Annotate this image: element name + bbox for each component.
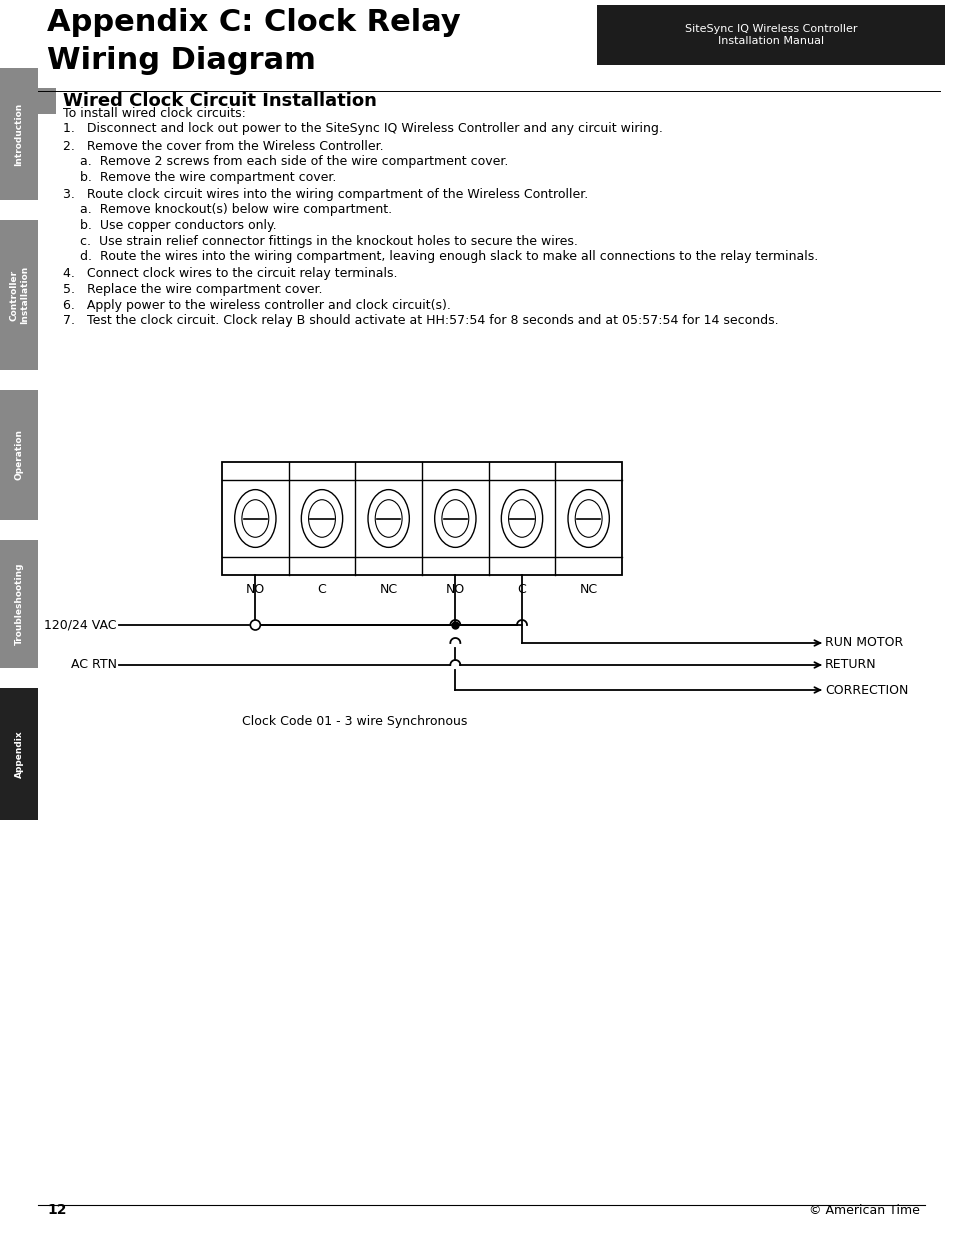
Text: Clock Code 01 - 3 wire Synchronous: Clock Code 01 - 3 wire Synchronous bbox=[242, 715, 467, 727]
Ellipse shape bbox=[435, 489, 476, 547]
Text: © American Time: © American Time bbox=[808, 1204, 919, 1216]
Text: NC: NC bbox=[579, 583, 598, 597]
Text: 6.   Apply power to the wireless controller and clock circuit(s).: 6. Apply power to the wireless controlle… bbox=[63, 299, 451, 311]
Text: SiteSync IQ Wireless Controller
Installation Manual: SiteSync IQ Wireless Controller Installa… bbox=[684, 25, 857, 46]
Text: C: C bbox=[517, 583, 526, 597]
Text: Controller
Installation: Controller Installation bbox=[10, 266, 29, 324]
Ellipse shape bbox=[234, 489, 275, 547]
Text: Introduction: Introduction bbox=[14, 103, 24, 165]
Text: 120/24 VAC: 120/24 VAC bbox=[45, 619, 117, 631]
Text: a.  Remove knockout(s) below wire compartment.: a. Remove knockout(s) below wire compart… bbox=[80, 204, 392, 216]
Text: 2.   Remove the cover from the Wireless Controller.: 2. Remove the cover from the Wireless Co… bbox=[63, 140, 383, 152]
Bar bbox=[0, 390, 38, 520]
Bar bbox=[222, 462, 621, 576]
Bar bbox=[0, 540, 38, 668]
Bar bbox=[0, 68, 38, 200]
Text: Operation: Operation bbox=[14, 430, 24, 480]
Text: RUN MOTOR: RUN MOTOR bbox=[824, 636, 902, 650]
Text: 4.   Connect clock wires to the circuit relay terminals.: 4. Connect clock wires to the circuit re… bbox=[63, 268, 397, 280]
Bar bbox=[38, 88, 56, 114]
Ellipse shape bbox=[508, 500, 535, 537]
Text: 5.   Replace the wire compartment cover.: 5. Replace the wire compartment cover. bbox=[63, 283, 322, 296]
Ellipse shape bbox=[308, 500, 335, 537]
Text: 7.   Test the clock circuit. Clock relay B should activate at HH:57:54 for 8 sec: 7. Test the clock circuit. Clock relay B… bbox=[63, 314, 778, 327]
Text: AC RTN: AC RTN bbox=[71, 658, 117, 672]
Bar bbox=[597, 5, 944, 65]
Text: Appendix C: Clock Relay: Appendix C: Clock Relay bbox=[47, 7, 460, 37]
Text: Wired Clock Circuit Installation: Wired Clock Circuit Installation bbox=[63, 91, 376, 110]
Text: a.  Remove 2 screws from each side of the wire compartment cover.: a. Remove 2 screws from each side of the… bbox=[80, 156, 508, 168]
Text: c.  Use strain relief connector fittings in the knockout holes to secure the wir: c. Use strain relief connector fittings … bbox=[80, 235, 578, 247]
Bar bbox=[0, 220, 38, 370]
Text: To install wired clock circuits:: To install wired clock circuits: bbox=[63, 107, 246, 120]
Text: Wiring Diagram: Wiring Diagram bbox=[47, 46, 315, 75]
Text: RETURN: RETURN bbox=[824, 658, 876, 672]
Ellipse shape bbox=[567, 489, 609, 547]
Bar bbox=[0, 688, 38, 820]
Text: b.  Use copper conductors only.: b. Use copper conductors only. bbox=[80, 219, 276, 232]
Text: b.  Remove the wire compartment cover.: b. Remove the wire compartment cover. bbox=[80, 170, 336, 184]
Ellipse shape bbox=[368, 489, 409, 547]
Text: d.  Route the wires into the wiring compartment, leaving enough slack to make al: d. Route the wires into the wiring compa… bbox=[80, 249, 818, 263]
Ellipse shape bbox=[301, 489, 342, 547]
Text: 1.   Disconnect and lock out power to the SiteSync IQ Wireless Controller and an: 1. Disconnect and lock out power to the … bbox=[63, 122, 662, 135]
Text: BELL 5/CLK A: BELL 5/CLK A bbox=[285, 467, 358, 477]
Text: Troubleshooting: Troubleshooting bbox=[14, 563, 24, 645]
Ellipse shape bbox=[441, 500, 468, 537]
Text: 12: 12 bbox=[47, 1203, 67, 1216]
Ellipse shape bbox=[501, 489, 542, 547]
Ellipse shape bbox=[250, 620, 260, 630]
Text: C: C bbox=[317, 583, 326, 597]
Text: CORRECTION: CORRECTION bbox=[824, 683, 907, 697]
Ellipse shape bbox=[242, 500, 269, 537]
Text: 3.   Route clock circuit wires into the wiring compartment of the Wireless Contr: 3. Route clock circuit wires into the wi… bbox=[63, 188, 588, 201]
Ellipse shape bbox=[375, 500, 401, 537]
Text: Appendix: Appendix bbox=[14, 730, 24, 778]
Ellipse shape bbox=[575, 500, 601, 537]
Text: NO: NO bbox=[445, 583, 464, 597]
Text: NC: NC bbox=[379, 583, 397, 597]
Text: BELL 6/CLK B: BELL 6/CLK B bbox=[485, 467, 558, 477]
Text: NO: NO bbox=[246, 583, 265, 597]
